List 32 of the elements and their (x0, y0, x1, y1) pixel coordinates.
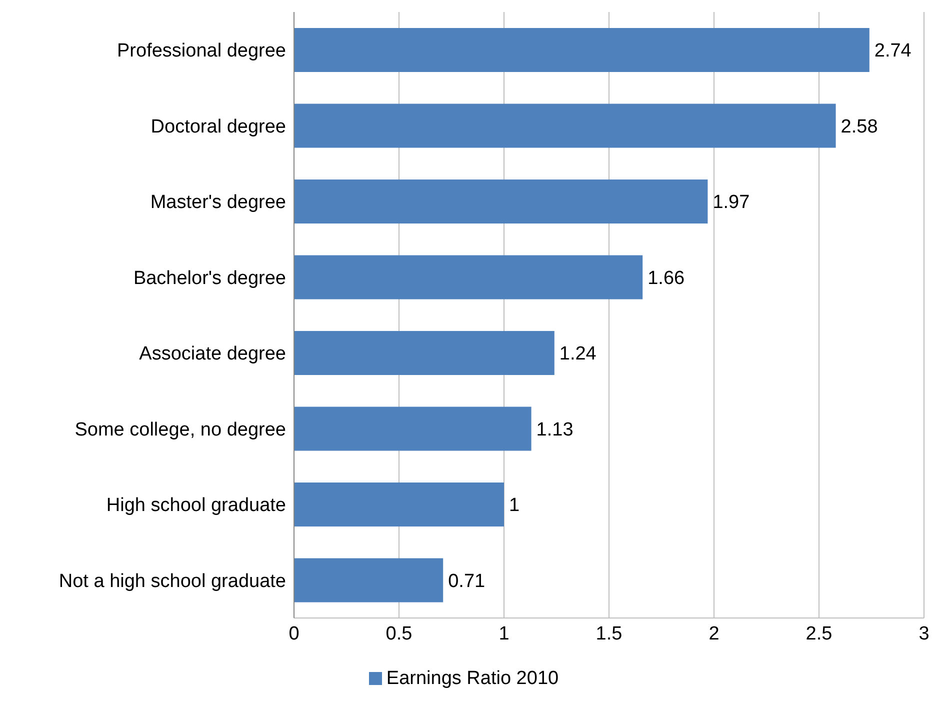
bar (294, 180, 708, 224)
y-tick-label: Professional degree (117, 40, 286, 62)
y-tick-label: Some college, no degree (74, 419, 286, 440)
x-tick-label: 1 (498, 623, 510, 644)
x-tick-label: 2 (708, 623, 720, 644)
bar (294, 331, 554, 375)
y-tick-label: Doctoral degree (150, 116, 286, 138)
bar (294, 104, 836, 148)
y-tick-label: High school graduate (106, 495, 286, 516)
y-tick-label: Master's degree (150, 192, 286, 214)
y-tick-label: Associate degree (139, 344, 286, 365)
data-label: 2.58 (840, 116, 878, 138)
y-tick-label: Bachelor's degree (133, 268, 286, 289)
data-label: 1.24 (559, 344, 597, 365)
x-tick-label: 3 (918, 623, 930, 644)
data-label: 2.74 (874, 40, 912, 62)
data-label: 1.13 (536, 419, 574, 440)
x-tick-label: 1.5 (596, 623, 622, 644)
legend-label: Earnings Ratio 2010 (386, 668, 559, 689)
data-label: 0.71 (448, 570, 486, 592)
data-label: 1.66 (648, 268, 685, 289)
bar (294, 255, 643, 300)
bar (294, 406, 532, 451)
x-tick-label: 2.5 (806, 623, 832, 644)
bar (294, 558, 444, 602)
x-tick-label: 0.5 (386, 623, 412, 644)
data-label: 1 (509, 495, 520, 516)
bar (294, 28, 870, 72)
data-label: 1.97 (712, 192, 750, 214)
y-tick-label: Not a high school graduate (58, 570, 286, 592)
bar (294, 482, 504, 526)
x-tick-label: 0 (288, 623, 300, 644)
